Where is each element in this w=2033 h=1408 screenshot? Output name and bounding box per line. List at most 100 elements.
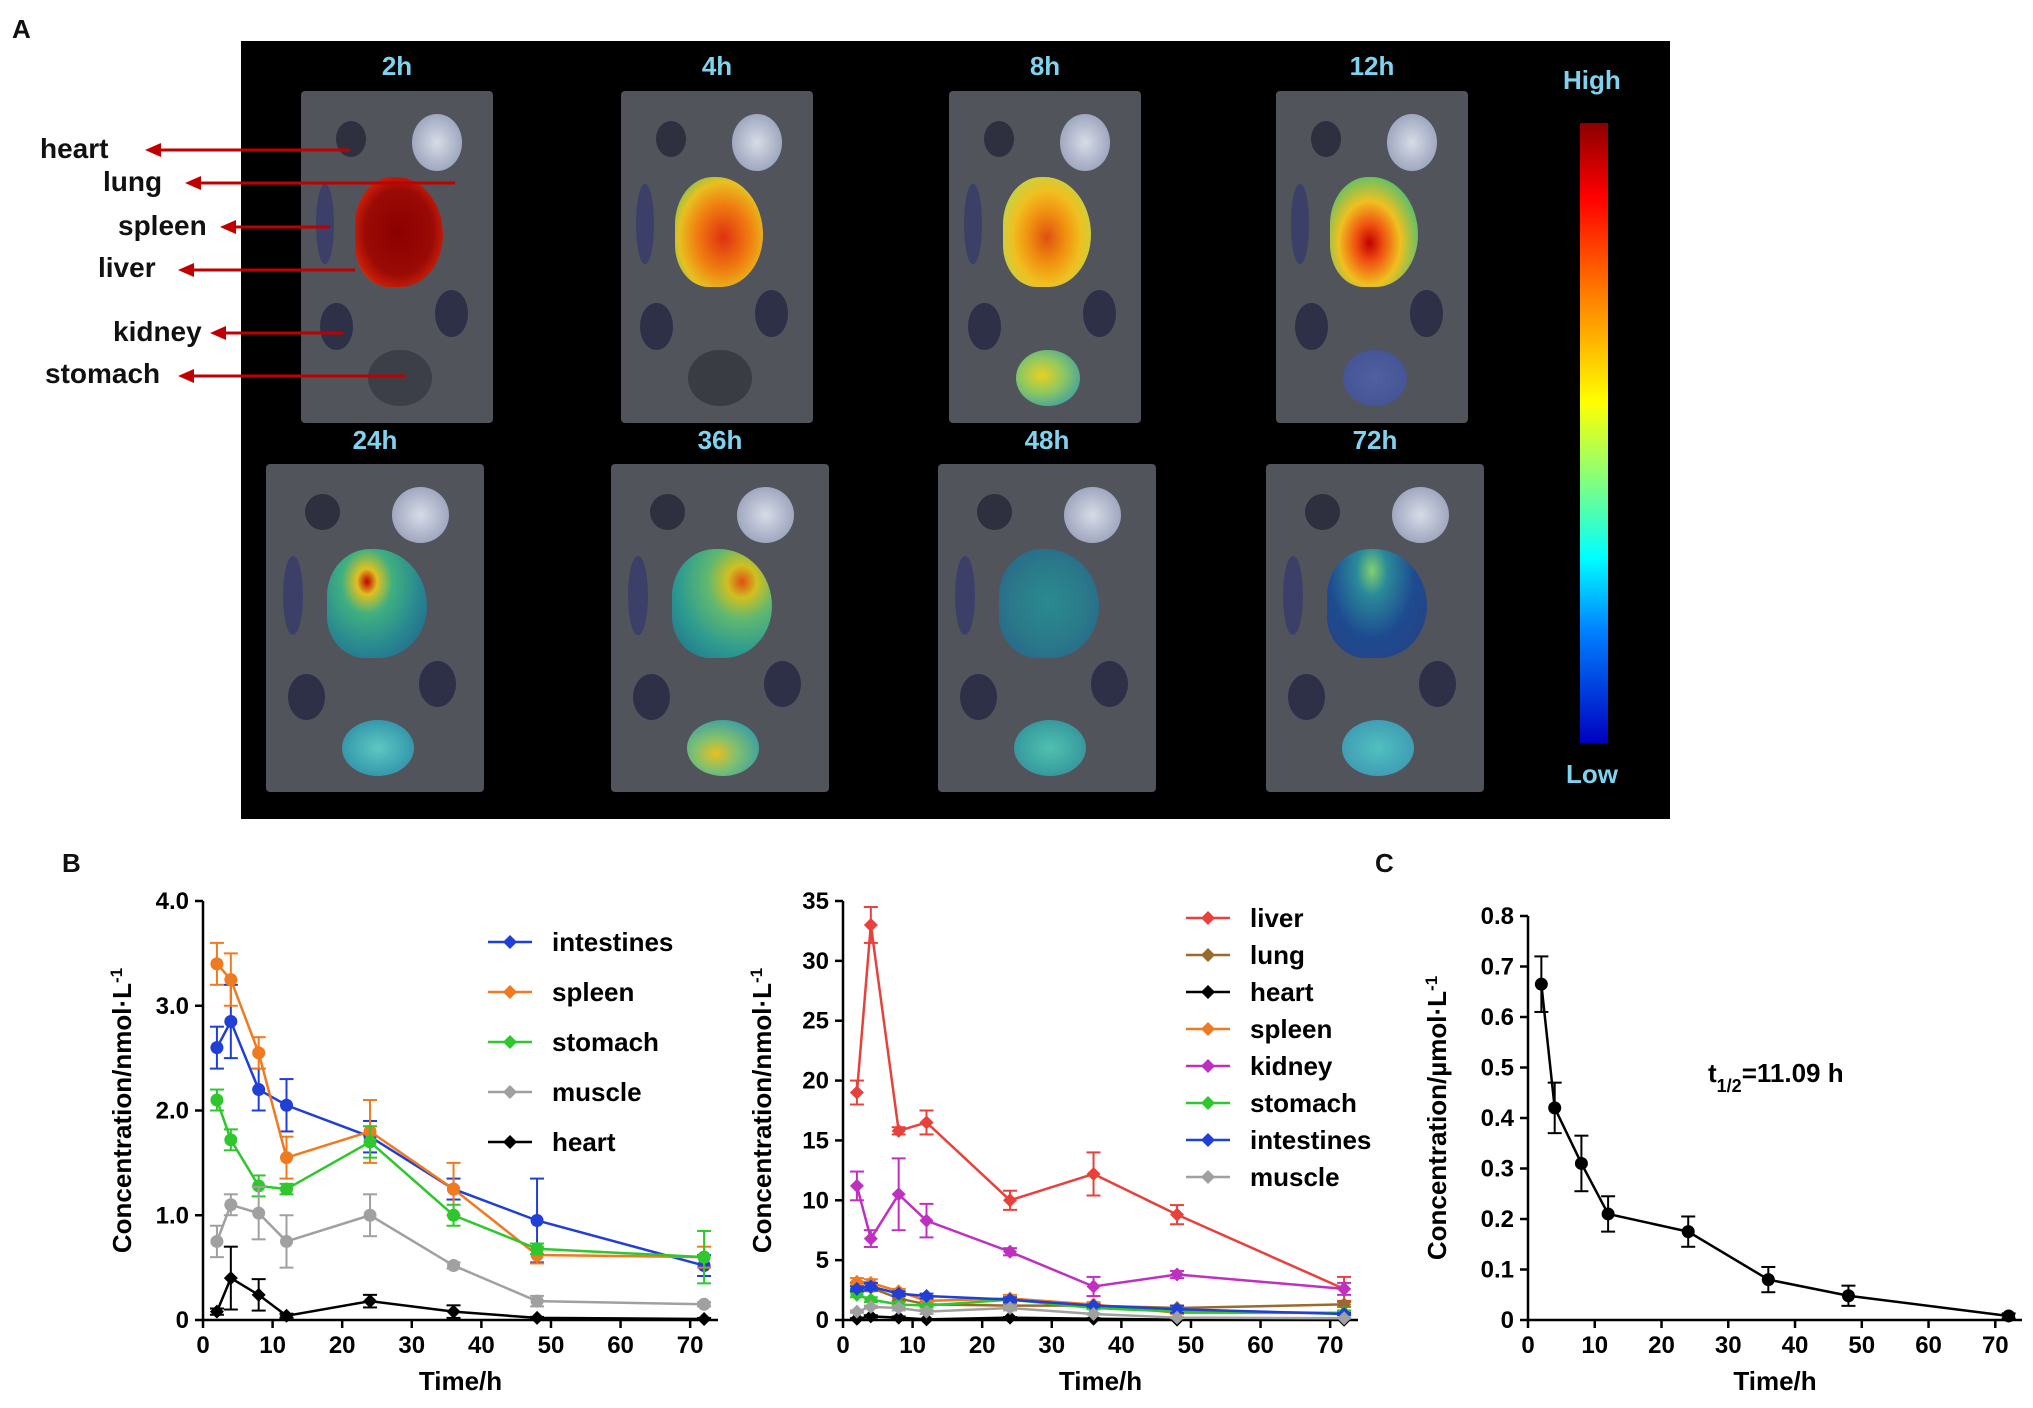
series-line-intestines	[215, 1018, 705, 1267]
time-label-36h: 36h	[697, 425, 743, 455]
data-point	[863, 917, 878, 932]
x-axis-label: Time/h	[419, 1366, 502, 1396]
data-point	[224, 973, 238, 987]
data-point	[919, 1115, 934, 1130]
stomach-organ	[1342, 719, 1415, 776]
y-tick-label: 4.0	[156, 888, 189, 915]
legend-label-liver: liver	[1250, 903, 1304, 933]
kidney-right-organ	[1410, 290, 1444, 337]
y-tick-label: 0.4	[1481, 1105, 1515, 1132]
liver-organ	[999, 549, 1100, 658]
x-tick-label: 40	[1108, 1332, 1135, 1359]
legend: liver lung heart spleen kidney stomach intesti…	[1186, 903, 1371, 1192]
y-axis-label: Concentration/µmol·L-1	[1422, 976, 1453, 1260]
y-tick-label: 0.8	[1481, 903, 1514, 930]
data-point	[1170, 1267, 1185, 1282]
kidney-left-organ	[640, 303, 673, 350]
legend-label-lung: lung	[1250, 940, 1305, 970]
lung-organ	[1064, 486, 1122, 543]
series-muscle	[849, 1299, 1352, 1326]
y-tick-label: 2.0	[156, 1098, 189, 1125]
organ-tray-4h	[621, 91, 813, 423]
liver-organ	[1327, 549, 1428, 658]
legend-label-muscle: muscle	[552, 1077, 642, 1107]
organ-label-spleen: spleen	[118, 210, 207, 241]
data-point	[223, 1271, 238, 1286]
y-tick-label: 0	[176, 1307, 189, 1334]
liver-organ	[674, 177, 764, 287]
data-point	[1170, 1207, 1185, 1222]
x-tick-label: 20	[329, 1332, 356, 1359]
arrow-head-heart	[145, 143, 161, 157]
data-point	[863, 1309, 878, 1324]
liver-organ	[1329, 177, 1419, 287]
x-tick-label: 20	[969, 1332, 996, 1359]
stomach-organ	[687, 719, 760, 776]
stomach-organ	[1014, 719, 1087, 776]
x-tick-label: 60	[1247, 1332, 1274, 1359]
series-line-liver	[855, 924, 1345, 1291]
organ-tray-12h	[1276, 91, 1468, 423]
x-tick-label: 30	[1715, 1332, 1742, 1359]
series-heart	[209, 1245, 712, 1326]
lung-organ	[732, 114, 783, 171]
kidney-left-organ	[320, 303, 353, 350]
series-line-concentration	[1540, 984, 2009, 1318]
legend-label-kidney: kidney	[1250, 1051, 1333, 1081]
y-tick-label: 0.6	[1481, 1004, 1514, 1031]
y-tick-label: 3.0	[156, 993, 189, 1020]
liver-organ	[1002, 177, 1092, 287]
legend-marker-spleen	[503, 985, 517, 999]
kidney-left-organ	[632, 673, 670, 720]
organ-label-stomach: stomach	[45, 358, 161, 389]
legend-label-muscle: muscle	[1250, 1162, 1340, 1192]
data-point	[1003, 1301, 1018, 1316]
legend-marker-stomach	[1201, 1096, 1215, 1110]
legend-marker-muscle	[1201, 1170, 1215, 1184]
arrow-head-kidney	[210, 326, 226, 340]
data-point	[849, 1178, 864, 1193]
data-point	[210, 1093, 224, 1107]
legend-marker-stomach	[503, 1035, 517, 1049]
data-point	[697, 1311, 712, 1326]
legend-marker-spleen	[1201, 1022, 1215, 1036]
data-point	[1170, 1302, 1185, 1317]
x-tick-label: 60	[607, 1332, 634, 1359]
x-tick-label: 70	[1317, 1332, 1344, 1359]
organ-label-lung: lung	[103, 166, 163, 197]
x-tick-label: 10	[1581, 1332, 1608, 1359]
spleen-organ	[964, 183, 982, 264]
half-life-annotation: t1/2=11.09 h	[1708, 1058, 1844, 1096]
legend-label-heart: heart	[1250, 977, 1314, 1007]
kidney-right-organ	[1090, 660, 1128, 707]
time-label-12h: 12h	[1349, 51, 1395, 81]
data-point	[280, 1182, 294, 1196]
x-axis-label: Time/h	[1733, 1366, 1816, 1396]
legend-marker-heart	[503, 1135, 517, 1149]
series-stomach	[209, 1088, 712, 1285]
series-line-stomach	[215, 1099, 705, 1259]
legend-label-spleen: spleen	[552, 977, 634, 1007]
data-point	[891, 1187, 906, 1202]
data-point	[919, 1312, 934, 1327]
time-label-4h: 4h	[701, 51, 733, 81]
kidney-right-organ	[763, 660, 801, 707]
data-point	[1601, 1207, 1615, 1221]
series-line-heart	[215, 1276, 705, 1321]
data-point	[447, 1259, 461, 1273]
legend-label-intestines: intestines	[1250, 1125, 1371, 1155]
y-tick-label: 15	[802, 1127, 829, 1154]
legend-marker-intestines	[1201, 1133, 1215, 1147]
y-tick-label: 0.7	[1481, 954, 1514, 981]
lung-organ	[737, 486, 795, 543]
data-point	[447, 1182, 461, 1196]
data-point	[863, 1279, 878, 1294]
series-concentration	[1534, 955, 2016, 1323]
data-point	[919, 1213, 934, 1228]
x-tick-label: 70	[677, 1332, 704, 1359]
panel-label-b: B	[62, 848, 81, 878]
data-point	[280, 1151, 294, 1165]
time-label-2h: 2h	[381, 51, 413, 81]
data-point	[1761, 1273, 1775, 1287]
spleen-organ	[316, 183, 334, 264]
